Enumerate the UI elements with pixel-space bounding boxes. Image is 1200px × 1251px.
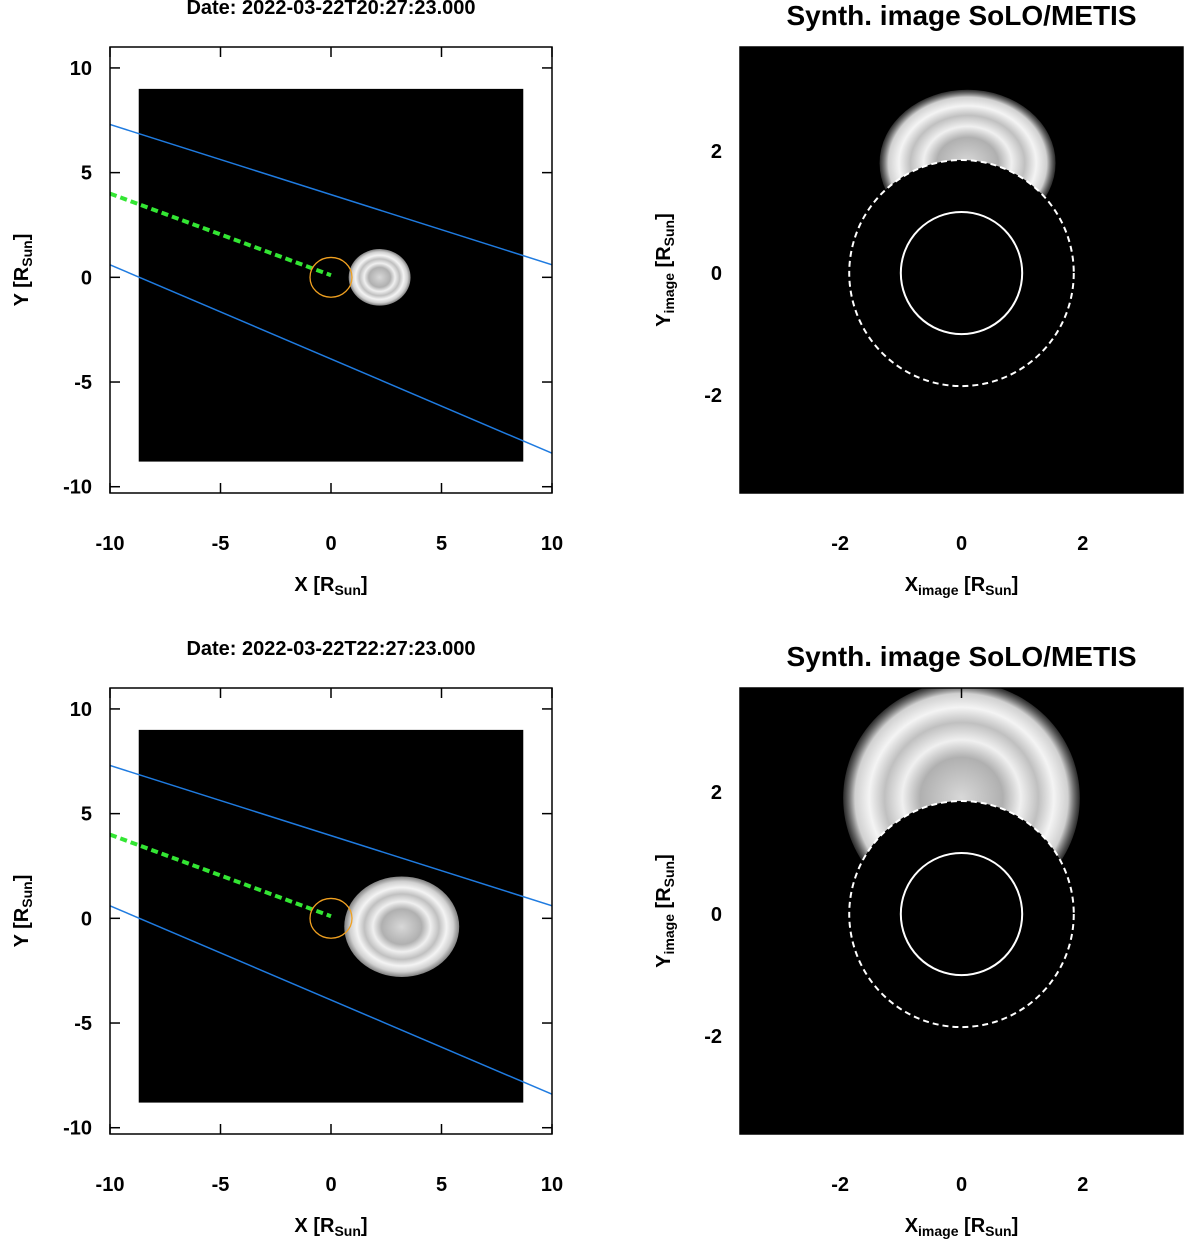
x-tick-label: 0: [325, 533, 336, 555]
sun-disk: [899, 851, 1024, 977]
y-tick-label: 0: [711, 904, 722, 926]
panel: Synth. image SoLO/METIS -2 0 2 -2 0 2 Ximage [R…: [653, 0, 1184, 598]
occulter: [848, 800, 1075, 1029]
axis-label: Ximage [RSun]: [905, 1215, 1019, 1239]
chart-title: Date: 2022-03-22T22:27:23.000: [186, 638, 475, 660]
x-tick-label: 5: [436, 1174, 447, 1196]
trajectory-line: [110, 832, 332, 919]
sun-disk: [899, 210, 1024, 336]
y-tick-label: 5: [81, 804, 92, 826]
y-tick-label: 0: [81, 908, 92, 930]
y-tick-label: 2: [711, 141, 722, 163]
chart-title: Date: 2022-03-22T20:27:23.000: [186, 0, 475, 19]
y-tick-label: 10: [70, 58, 92, 80]
x-tick-label: 0: [325, 1174, 336, 1196]
y-tick-label: 5: [81, 163, 92, 185]
cme: [348, 249, 411, 306]
x-tick-label: -10: [96, 1174, 125, 1196]
plot-area: [740, 47, 1183, 493]
x-tick-label: 0: [956, 1174, 967, 1196]
x-tick-label: -5: [212, 1174, 230, 1196]
x-tick-label: 10: [541, 533, 563, 555]
axis-label: Y [RSun]: [11, 234, 35, 307]
axis-label: Yimage [RSun]: [653, 213, 677, 327]
y-tick-label: -10: [63, 1118, 92, 1140]
x-tick-label: -2: [831, 1174, 849, 1196]
trajectory-line: [110, 905, 552, 1095]
y-tick-label: -2: [704, 385, 722, 407]
panel: Synth. image SoLO/METIS -2 0 2 -2 0 2 Ximage [R…: [653, 641, 1184, 1239]
x-tick-label: -10: [96, 533, 125, 555]
x-tick-label: -2: [831, 533, 849, 555]
x-tick-label: 2: [1077, 1174, 1088, 1196]
chart-title: Synth. image SoLO/METIS: [786, 641, 1136, 672]
axis-label: Y [RSun]: [11, 875, 35, 948]
y-tick-label: -5: [74, 372, 92, 394]
y-tick-label: 2: [711, 782, 722, 804]
axis-label: X [RSun]: [294, 574, 367, 598]
x-tick-label: 2: [1077, 533, 1088, 555]
plot-area: [740, 688, 1183, 1134]
occulter: [848, 159, 1075, 388]
y-tick-label: 0: [711, 263, 722, 285]
cme: [344, 876, 460, 977]
sun: [309, 256, 353, 298]
x-tick-label: 5: [436, 533, 447, 555]
trajectory-line: [110, 764, 552, 907]
trajectory-line: [110, 123, 552, 266]
axis-label: Ximage [RSun]: [905, 574, 1019, 598]
x-tick-label: 10: [541, 1174, 563, 1196]
plot-area: [110, 88, 552, 462]
x-tick-label: -5: [212, 533, 230, 555]
panel: Date: 2022-03-22T22:27:23.000 -10 -5 0 5 10 -1…: [11, 638, 563, 1239]
chart-title: Synth. image SoLO/METIS: [786, 0, 1136, 31]
trajectory-line: [110, 191, 332, 278]
y-tick-label: -10: [63, 477, 92, 499]
plot-area: [110, 729, 552, 1103]
y-tick-label: -5: [74, 1013, 92, 1035]
axis-label: X [RSun]: [294, 1215, 367, 1239]
sun: [309, 897, 353, 939]
y-tick-label: 0: [81, 267, 92, 289]
x-tick-label: 0: [956, 533, 967, 555]
panel: Date: 2022-03-22T20:27:23.000 -10 -5 0 5 10 -1…: [11, 0, 563, 598]
y-tick-label: -2: [704, 1026, 722, 1048]
y-tick-label: 10: [70, 699, 92, 721]
trajectory-line: [110, 264, 552, 454]
axis-label: Yimage [RSun]: [653, 854, 677, 968]
